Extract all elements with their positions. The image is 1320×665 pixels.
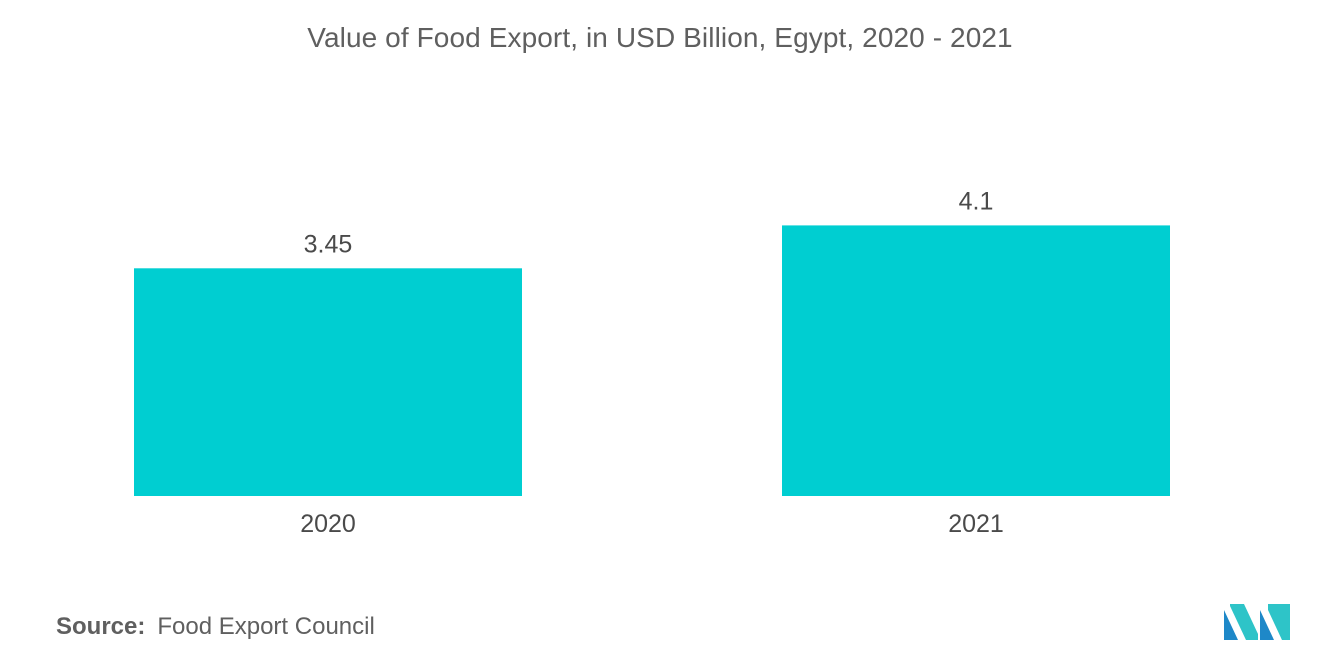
source-label: Source: bbox=[56, 613, 146, 640]
x-tick-label-2021: 2021 bbox=[948, 510, 1004, 538]
source-text: Food Export Council bbox=[157, 613, 375, 640]
value-label-2021: 4.1 bbox=[959, 187, 994, 215]
bar-2020 bbox=[134, 268, 522, 496]
brand-logo-icon bbox=[1224, 604, 1290, 640]
chart-title: Value of Food Export, in USD Billion, Eg… bbox=[307, 22, 1013, 53]
x-tick-label-2020: 2020 bbox=[300, 510, 356, 538]
value-label-2020: 3.45 bbox=[304, 230, 353, 258]
bar-chart: 3.45 2020 4.1 2021 bbox=[134, 187, 1170, 538]
source-line: Source: Food Export Council bbox=[56, 613, 375, 641]
bar-2021 bbox=[782, 225, 1170, 496]
